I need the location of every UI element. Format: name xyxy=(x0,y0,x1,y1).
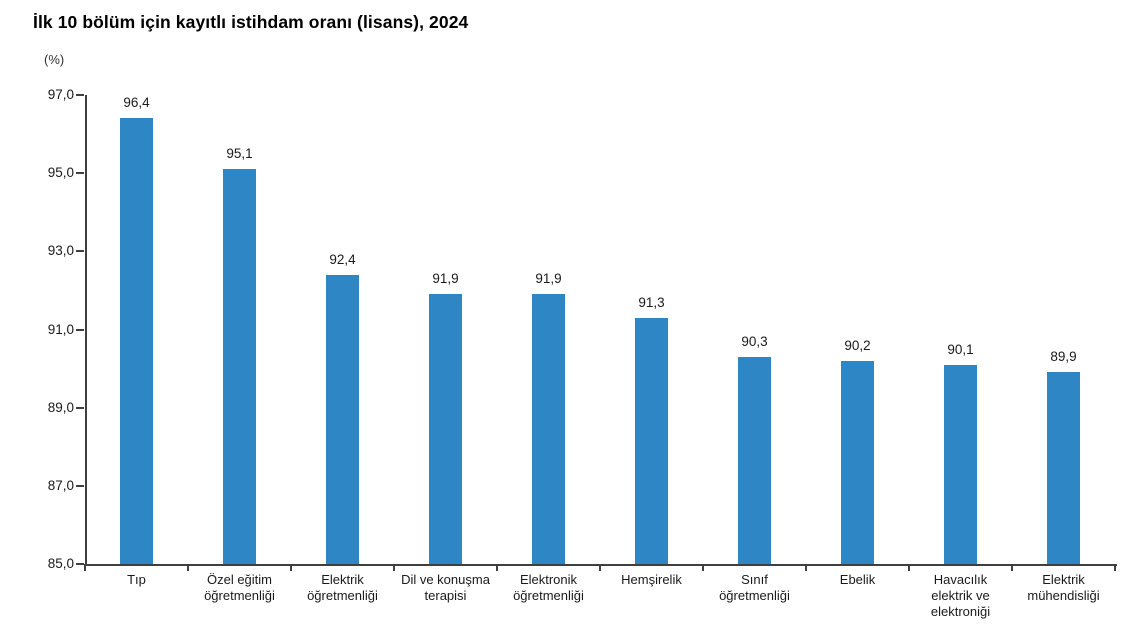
bar-value-label: 90,2 xyxy=(844,337,871,353)
x-axis-category-label: Elektronik öğretmenliği xyxy=(513,572,584,603)
x-axis-tick xyxy=(805,564,807,571)
bar-value-label: 91,9 xyxy=(535,271,562,287)
y-axis-tick-label: 89,0 xyxy=(47,399,74,415)
bar xyxy=(120,118,153,564)
bar-value-label: 92,4 xyxy=(329,251,356,267)
bar-value-label: 89,9 xyxy=(1050,349,1077,365)
y-axis-tick xyxy=(76,94,84,96)
x-axis-tick xyxy=(1011,564,1013,571)
y-axis-tick xyxy=(76,328,84,331)
x-axis-tick xyxy=(702,564,704,571)
x-axis-tick xyxy=(599,564,601,571)
x-axis-category-label: Elektrik öğretmenliği xyxy=(307,572,378,603)
bar xyxy=(223,169,256,564)
bar xyxy=(635,317,668,564)
bar-value-label: 90,1 xyxy=(947,341,974,357)
y-axis-tick-label: 85,0 xyxy=(47,556,74,571)
x-axis-tick xyxy=(908,564,910,571)
y-axis-tick-label: 87,0 xyxy=(47,477,74,493)
x-axis-tick xyxy=(393,564,395,571)
x-axis-tick xyxy=(1114,564,1116,571)
bar-value-label: 95,1 xyxy=(226,146,253,162)
x-axis-tick xyxy=(290,564,292,571)
bar xyxy=(429,294,462,564)
y-axis-tick xyxy=(76,563,84,565)
y-axis-tick-label: 95,0 xyxy=(47,165,74,181)
x-axis-category-label: Havacılık elektrik ve elektroniği xyxy=(930,572,991,619)
x-axis-tick xyxy=(496,564,498,571)
bar xyxy=(1047,372,1080,564)
y-axis-tick-label: 97,0 xyxy=(47,87,74,102)
x-axis-tick xyxy=(187,564,189,571)
y-axis-tick xyxy=(76,484,84,487)
y-axis-tick-label: 91,0 xyxy=(47,321,74,337)
bar-value-label: 96,4 xyxy=(123,95,150,111)
x-axis-tick xyxy=(84,564,86,571)
bar xyxy=(944,364,977,564)
bar xyxy=(532,294,565,564)
plot-area xyxy=(85,95,1117,566)
bar xyxy=(738,356,771,564)
x-axis-category-label: Özel eğitim öğretmenliği xyxy=(204,572,275,603)
bar-value-label: 91,3 xyxy=(638,294,665,310)
bar-value-label: 90,3 xyxy=(741,333,768,349)
x-axis-category-label: Ebelik xyxy=(839,572,876,587)
y-axis-tick xyxy=(76,250,84,253)
x-axis-category-label: Elektrik mühendisliği xyxy=(1027,572,1100,603)
y-axis-tick-label: 93,0 xyxy=(47,243,74,259)
x-axis-category-label: Dil ve konuşma terapisi xyxy=(401,572,490,603)
bar xyxy=(841,360,874,564)
bar-value-label: 91,9 xyxy=(432,271,459,287)
chart-title: İlk 10 bölüm için kayıtlı istihdam oranı… xyxy=(33,12,469,32)
y-axis-tick xyxy=(76,406,84,409)
x-axis-category-label: Hemşirelik xyxy=(621,572,682,587)
y-axis-tick xyxy=(76,172,84,175)
y-axis-unit-label: (%) xyxy=(44,52,65,67)
x-axis-category-label: Tıp xyxy=(127,572,146,587)
x-axis-category-label: Sınıf öğretmenliği xyxy=(719,572,790,603)
bar xyxy=(326,274,359,564)
